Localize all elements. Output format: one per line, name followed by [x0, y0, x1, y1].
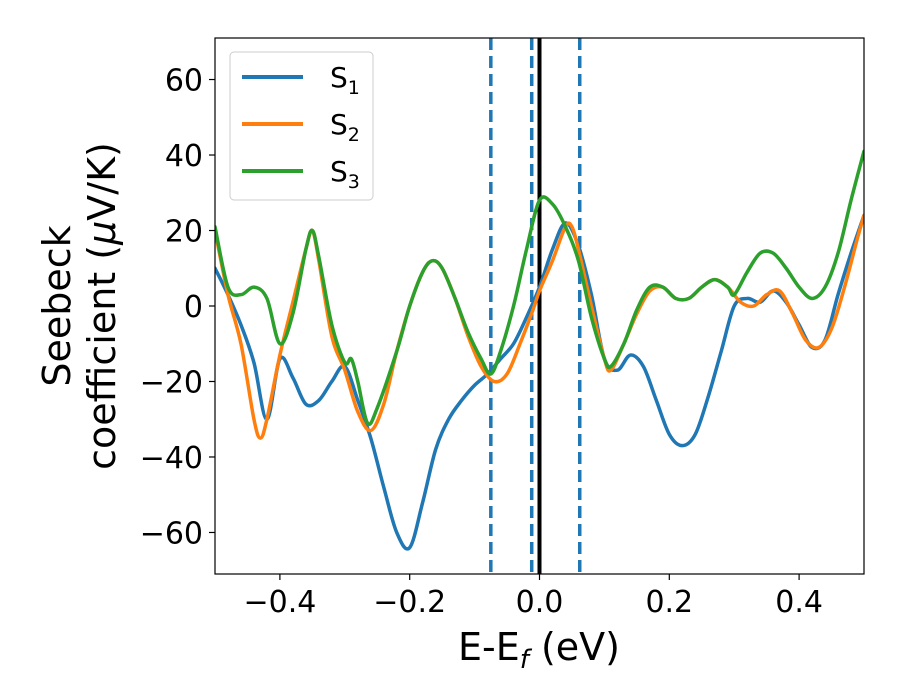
x-tick-label: 0.2: [645, 585, 693, 620]
x-tick-label: −0.4: [243, 585, 316, 620]
series-line-s3: [215, 149, 864, 426]
y-axis-label: Seebeck coefficient (μV/K): [35, 142, 124, 470]
y-axis-ticks: −60 −40 −20 0 20 40 60: [140, 64, 215, 551]
vertical-reference-lines: [489, 38, 582, 574]
series-lines: [215, 149, 864, 551]
y-axis-label-line2: coefficient (μV/K): [80, 142, 124, 470]
y-tick-label: 0: [184, 290, 203, 325]
y-axis-label-unit: V/K): [80, 142, 124, 221]
y-axis-label-mu: μ: [80, 221, 124, 246]
legend-label-s3: S3: [330, 155, 360, 193]
y-tick-label: −60: [140, 516, 203, 551]
x-axis-ticks: −0.4 −0.2 0.0 0.2 0.4: [243, 574, 823, 620]
x-tick-label: 0.4: [775, 585, 823, 620]
y-tick-label: −40: [140, 441, 203, 476]
x-axis-label-unit: (eV): [529, 625, 620, 669]
x-tick-label: 0.0: [516, 585, 564, 620]
x-axis-label-main: E-E: [458, 625, 520, 669]
legend-label-s1: S1: [330, 61, 360, 99]
x-tick-label: −0.2: [373, 585, 446, 620]
legend-label-s2: S2: [330, 108, 360, 146]
y-tick-label: 60: [165, 64, 203, 99]
legend: S1 S2 S3: [229, 51, 374, 201]
y-tick-label: 20: [165, 215, 203, 250]
x-axis-label: E-Ef (eV): [458, 625, 620, 675]
y-axis-label-line1: Seebeck: [35, 225, 79, 386]
y-axis-label-text: coefficient (: [80, 245, 124, 470]
y-tick-label: 40: [165, 139, 203, 174]
y-tick-label: −20: [140, 365, 203, 400]
